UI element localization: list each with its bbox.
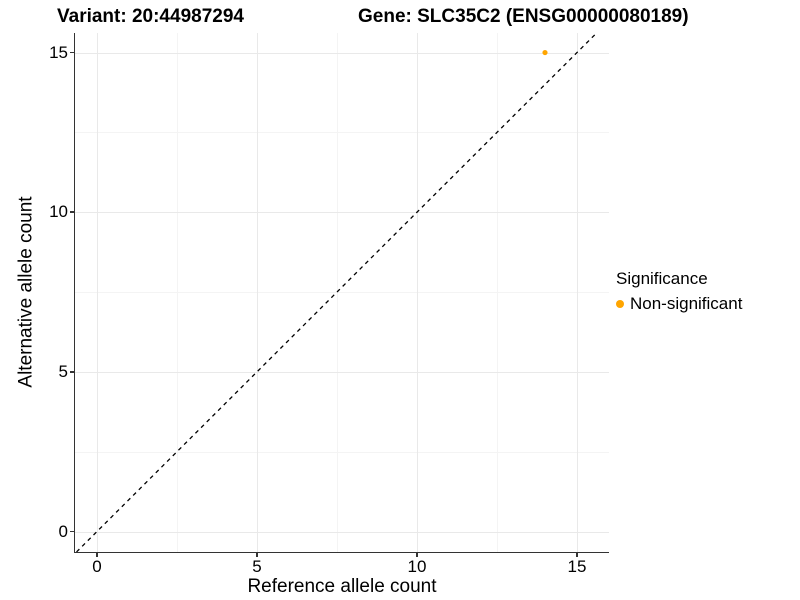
x-tick-mark xyxy=(576,553,578,557)
legend-item-non-significant: Non-significant xyxy=(616,294,742,314)
identity-dashed-line xyxy=(76,33,598,552)
legend: Significance Non-significant xyxy=(616,269,742,314)
variant-title: Variant: 20:44987294 xyxy=(57,6,244,27)
major-gridline xyxy=(257,33,258,552)
y-tick-mark xyxy=(69,211,74,213)
y-tick-mark xyxy=(69,530,74,533)
y-tick-label: 0 xyxy=(58,521,68,541)
major-gridline xyxy=(75,52,609,54)
x-tick-label: 5 xyxy=(252,557,262,576)
y-tick-label: 5 xyxy=(58,361,68,381)
minor-gridline xyxy=(75,292,609,294)
plot-layer xyxy=(76,33,598,552)
legend-point-icon xyxy=(616,300,624,308)
x-axis-title: Reference allele count xyxy=(247,576,437,597)
major-gridline xyxy=(75,531,609,533)
x-tick-mark xyxy=(256,553,258,557)
x-tick-label: 10 xyxy=(407,557,427,576)
data-point xyxy=(542,49,548,56)
minor-gridline xyxy=(75,132,609,134)
y-tick-label: 10 xyxy=(49,202,68,222)
y-tick-mark xyxy=(69,371,74,373)
x-tick-mark xyxy=(416,553,418,557)
y-tick-label: 15 xyxy=(49,42,68,62)
major-gridline xyxy=(577,33,578,552)
major-gridline xyxy=(97,33,98,552)
x-tick-label: 15 xyxy=(567,557,587,576)
y-axis-title: Alternative allele count xyxy=(15,196,37,388)
y-axis-line xyxy=(73,33,75,553)
minor-gridline xyxy=(497,33,498,552)
y-tick-mark xyxy=(69,51,74,54)
major-gridline xyxy=(417,33,418,552)
major-gridline xyxy=(75,212,609,214)
x-tick-mark xyxy=(96,553,98,557)
legend-title: Significance xyxy=(616,269,708,288)
major-gridline xyxy=(75,371,609,373)
x-axis-line xyxy=(73,551,609,553)
minor-gridline xyxy=(75,451,609,453)
plot-panel xyxy=(75,33,609,552)
x-tick-label: 0 xyxy=(92,557,102,576)
gene-title: Gene: SLC35C2 (ENSG00000080189) xyxy=(358,6,689,27)
legend-item-label: Non-significant xyxy=(630,294,743,313)
